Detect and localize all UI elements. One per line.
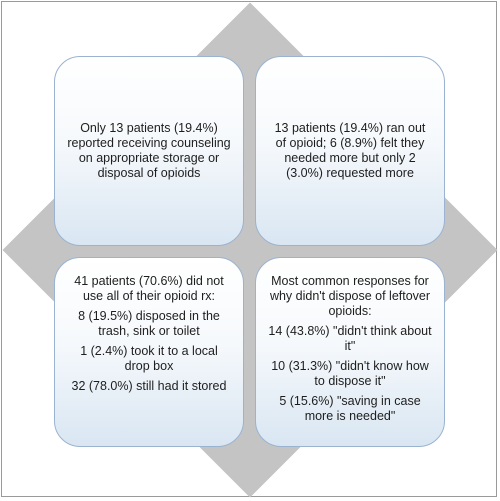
box-leftover-use: 41 patients (70.6%) did not use all of t…	[54, 257, 244, 447]
box-reasons: Most common responses for why didn't dis…	[255, 257, 445, 447]
box-leftover-use-item: 32 (78.0%) still had it stored	[71, 379, 227, 393]
box-reasons-item: 10 (31.3%) "didn't know how to dispose i…	[271, 359, 429, 388]
box-reasons-item: 5 (15.6%) "saving in case more is needed…	[279, 394, 421, 423]
box-reasons-item: 14 (43.8%) "didn't think about it"	[268, 324, 432, 353]
box-leftover-use-heading: 41 patients (70.6%) did not use all of t…	[74, 274, 224, 303]
box-counseling: Only 13 patients (19.4%) reported receiv…	[54, 56, 244, 246]
box-reasons-heading: Most common responses for why didn't dis…	[269, 274, 431, 318]
box-ran-out: 13 patients (19.4%) ran out of opioid; 6…	[255, 56, 445, 246]
box-counseling-text: Only 13 patients (19.4%) reported receiv…	[67, 121, 231, 180]
box-leftover-use-item: 8 (19.5%) disposed in the trash, sink or…	[78, 309, 220, 338]
box-leftover-use-item: 1 (2.4%) took it to a local drop box	[80, 344, 218, 373]
box-ran-out-text: 13 patients (19.4%) ran out of opioid; 6…	[274, 121, 426, 180]
